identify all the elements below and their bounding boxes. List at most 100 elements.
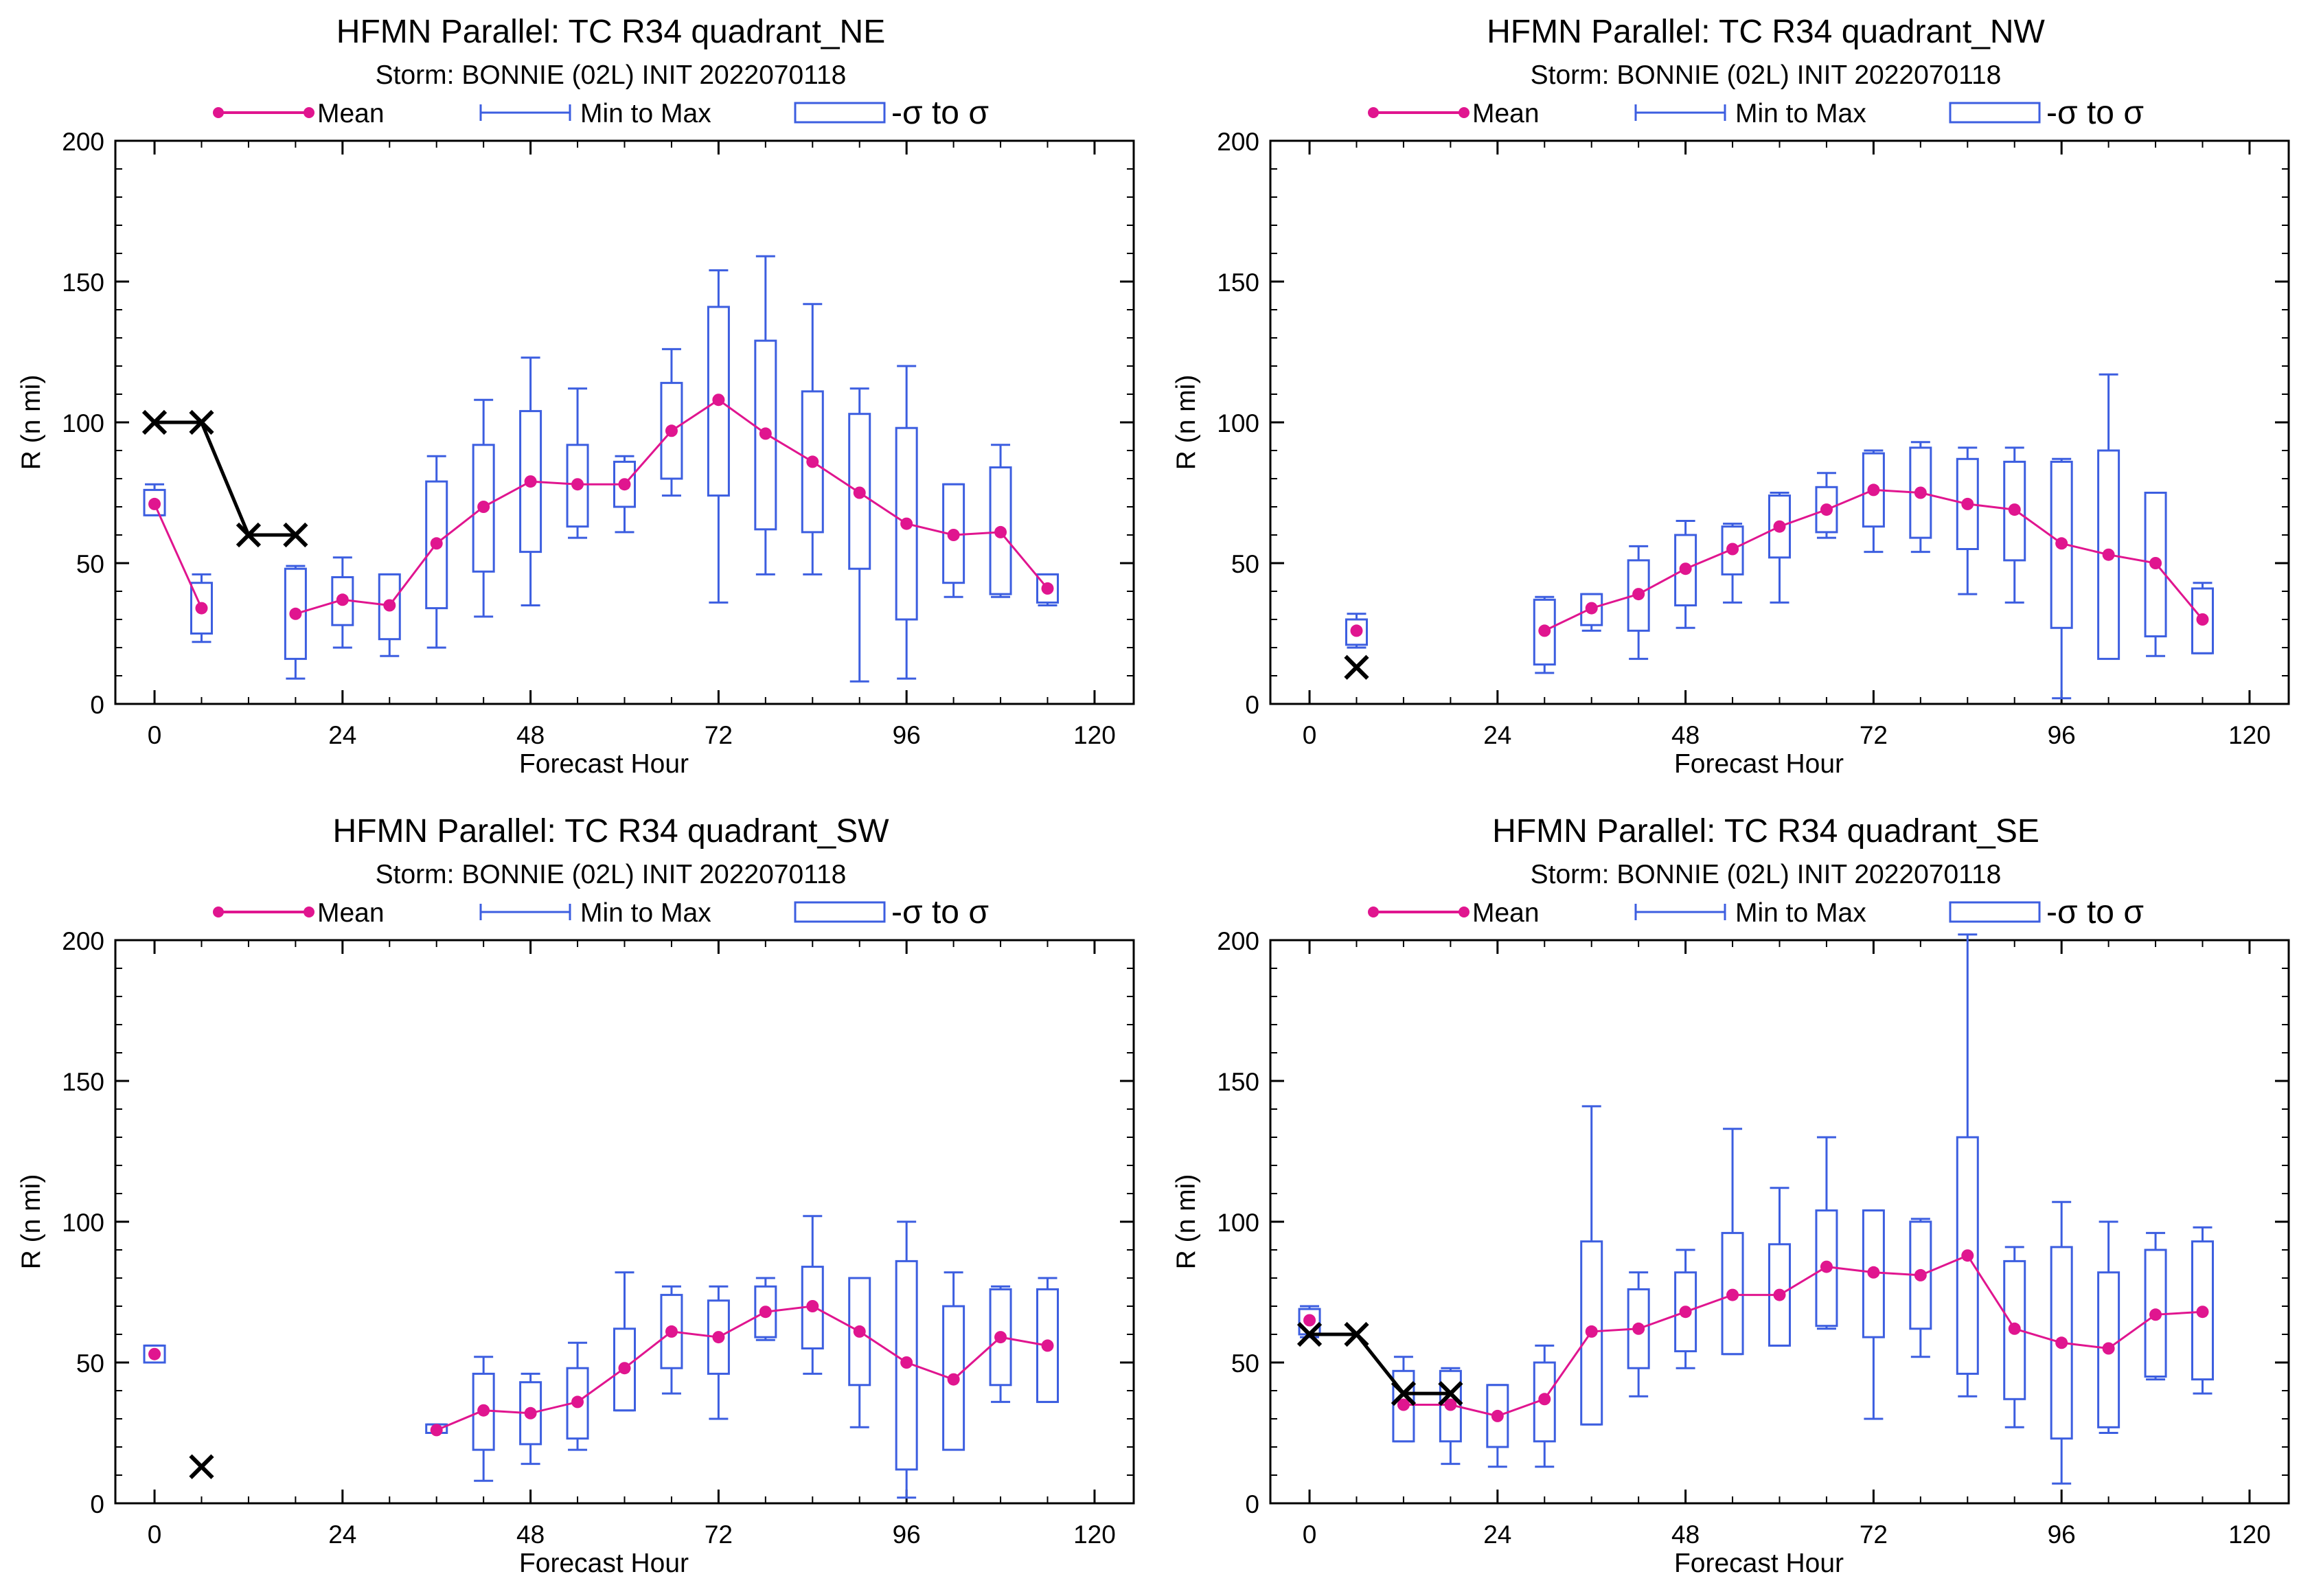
observed-marker bbox=[236, 522, 262, 548]
sigma-box bbox=[143, 488, 166, 516]
observed-marker bbox=[189, 1454, 214, 1479]
box-mark bbox=[284, 565, 307, 680]
mean-point bbox=[900, 517, 913, 530]
y-tick-label: 0 bbox=[90, 691, 104, 719]
chart-title: HFMN Parallel: TC R34 quadrant_NW bbox=[1487, 14, 2045, 50]
box-mark bbox=[613, 1271, 636, 1412]
box-mark bbox=[1815, 1136, 1838, 1330]
box-mark bbox=[2097, 1220, 2120, 1434]
legend: Mean Min to Max -σ to σ bbox=[213, 894, 989, 931]
mean-point bbox=[853, 486, 866, 499]
mean-point bbox=[477, 501, 490, 513]
mean-point bbox=[336, 593, 349, 606]
box-mark bbox=[989, 444, 1012, 598]
mean-point bbox=[2102, 1342, 2115, 1355]
y-tick-label: 0 bbox=[1245, 1490, 1259, 1518]
mean-point bbox=[148, 497, 161, 510]
x-tick-label: 96 bbox=[893, 1520, 921, 1549]
x-axis-label: Forecast Hour bbox=[519, 1549, 689, 1578]
mean-point bbox=[2055, 537, 2068, 550]
x-tick-label: 0 bbox=[1303, 721, 1317, 749]
mean-line bbox=[153, 503, 203, 609]
mean-point bbox=[1491, 1409, 1504, 1422]
x-tick-label: 48 bbox=[1671, 721, 1700, 749]
x-tick-label: 120 bbox=[2228, 1520, 2271, 1549]
box-mark bbox=[942, 1271, 965, 1451]
legend-sigma-label: -σ to σ bbox=[2046, 95, 2144, 131]
mean-point bbox=[1914, 1268, 1927, 1281]
y-axis-label: R (n mi) bbox=[1171, 375, 1201, 470]
legend-mean-marker bbox=[304, 107, 315, 118]
y-tick-label: 50 bbox=[1231, 550, 1259, 578]
x-axis-label: Forecast Hour bbox=[1674, 749, 1844, 779]
sigma-box bbox=[1345, 618, 1368, 646]
x-tick-label: 72 bbox=[705, 1520, 733, 1549]
mean-point bbox=[994, 525, 1007, 538]
mean-point bbox=[1773, 520, 1786, 533]
x-tick-label: 48 bbox=[516, 721, 545, 749]
mean-point bbox=[1444, 1398, 1457, 1411]
mean-point bbox=[2008, 503, 2021, 516]
plot-frame bbox=[1269, 139, 2290, 705]
x-tick-label: 72 bbox=[1860, 1520, 1888, 1549]
legend-sigma-label: -σ to σ bbox=[891, 894, 989, 931]
mean-point bbox=[430, 537, 443, 550]
mean-point bbox=[2149, 557, 2162, 569]
mean-point bbox=[571, 1395, 584, 1409]
box-mark bbox=[2144, 1231, 2167, 1381]
mean-point bbox=[994, 1331, 1007, 1344]
box-mark bbox=[1721, 523, 1744, 604]
box-mark bbox=[1580, 1105, 1603, 1426]
chart-panel-3: HFMN Parallel: TC R34 quadrant_SW Storm: … bbox=[16, 813, 1135, 1578]
mean-point bbox=[2055, 1336, 2068, 1349]
mean-point bbox=[1820, 1260, 1833, 1273]
box-mark bbox=[1345, 613, 1368, 649]
legend-minmax-label: Min to Max bbox=[580, 898, 711, 928]
mean-point bbox=[712, 394, 725, 407]
mean-point bbox=[1867, 483, 1880, 497]
mean-point bbox=[665, 424, 678, 437]
box-mark bbox=[1909, 1218, 1932, 1358]
box-mark bbox=[707, 1285, 730, 1420]
mean-point bbox=[1538, 624, 1551, 637]
box-mark bbox=[2050, 457, 2073, 700]
box-mark bbox=[1627, 545, 1650, 660]
x-tick-label: 120 bbox=[1073, 1520, 1116, 1549]
observed-marker bbox=[1391, 1380, 1417, 1406]
box-mark bbox=[2144, 492, 2167, 657]
x-axis-label: Forecast Hour bbox=[519, 749, 689, 779]
observed-marker bbox=[1344, 1321, 1369, 1347]
mean-point bbox=[712, 1331, 725, 1344]
observed-marker bbox=[1344, 654, 1369, 680]
box-mark bbox=[848, 387, 871, 683]
y-tick-label: 150 bbox=[1217, 1068, 1259, 1096]
legend-sigma-box bbox=[1949, 901, 2041, 923]
chart-subtitle: Storm: BONNIE (02L) INIT 2022070118 bbox=[1531, 60, 2002, 90]
box-mark bbox=[566, 387, 589, 539]
observed-marker bbox=[1438, 1380, 1463, 1406]
sigma-box bbox=[1956, 457, 1979, 550]
y-axis-label: R (n mi) bbox=[1171, 1174, 1201, 1270]
mean-point bbox=[1679, 562, 1692, 575]
mean-point bbox=[759, 1306, 772, 1319]
chart-panel-1: HFMN Parallel: TC R34 quadrant_NE Storm: … bbox=[16, 14, 1135, 779]
box-mark bbox=[1486, 1384, 1509, 1468]
observed-marker bbox=[1296, 1321, 1323, 1347]
mean-point bbox=[1632, 1322, 1645, 1335]
box-mark bbox=[754, 255, 777, 575]
legend-mean-marker bbox=[1459, 107, 1470, 118]
mean-point bbox=[665, 1325, 678, 1338]
box-mark bbox=[1439, 1367, 1462, 1466]
mean-point bbox=[2102, 548, 2115, 561]
legend-mean-label: Mean bbox=[317, 898, 385, 928]
observed-line bbox=[155, 420, 296, 537]
box-mark bbox=[1768, 492, 1791, 604]
legend: Mean Min to Max -σ to σ bbox=[1368, 95, 2144, 131]
chart-panel-2: HFMN Parallel: TC R34 quadrant_NW Storm: … bbox=[1171, 14, 2290, 779]
x-tick-label: 120 bbox=[2228, 721, 2271, 749]
box-mark bbox=[1862, 1209, 1885, 1420]
mean-point bbox=[1820, 503, 1833, 516]
y-tick-label: 50 bbox=[76, 550, 104, 578]
y-tick-label: 150 bbox=[1217, 269, 1259, 297]
legend-mean-marker bbox=[213, 907, 224, 917]
